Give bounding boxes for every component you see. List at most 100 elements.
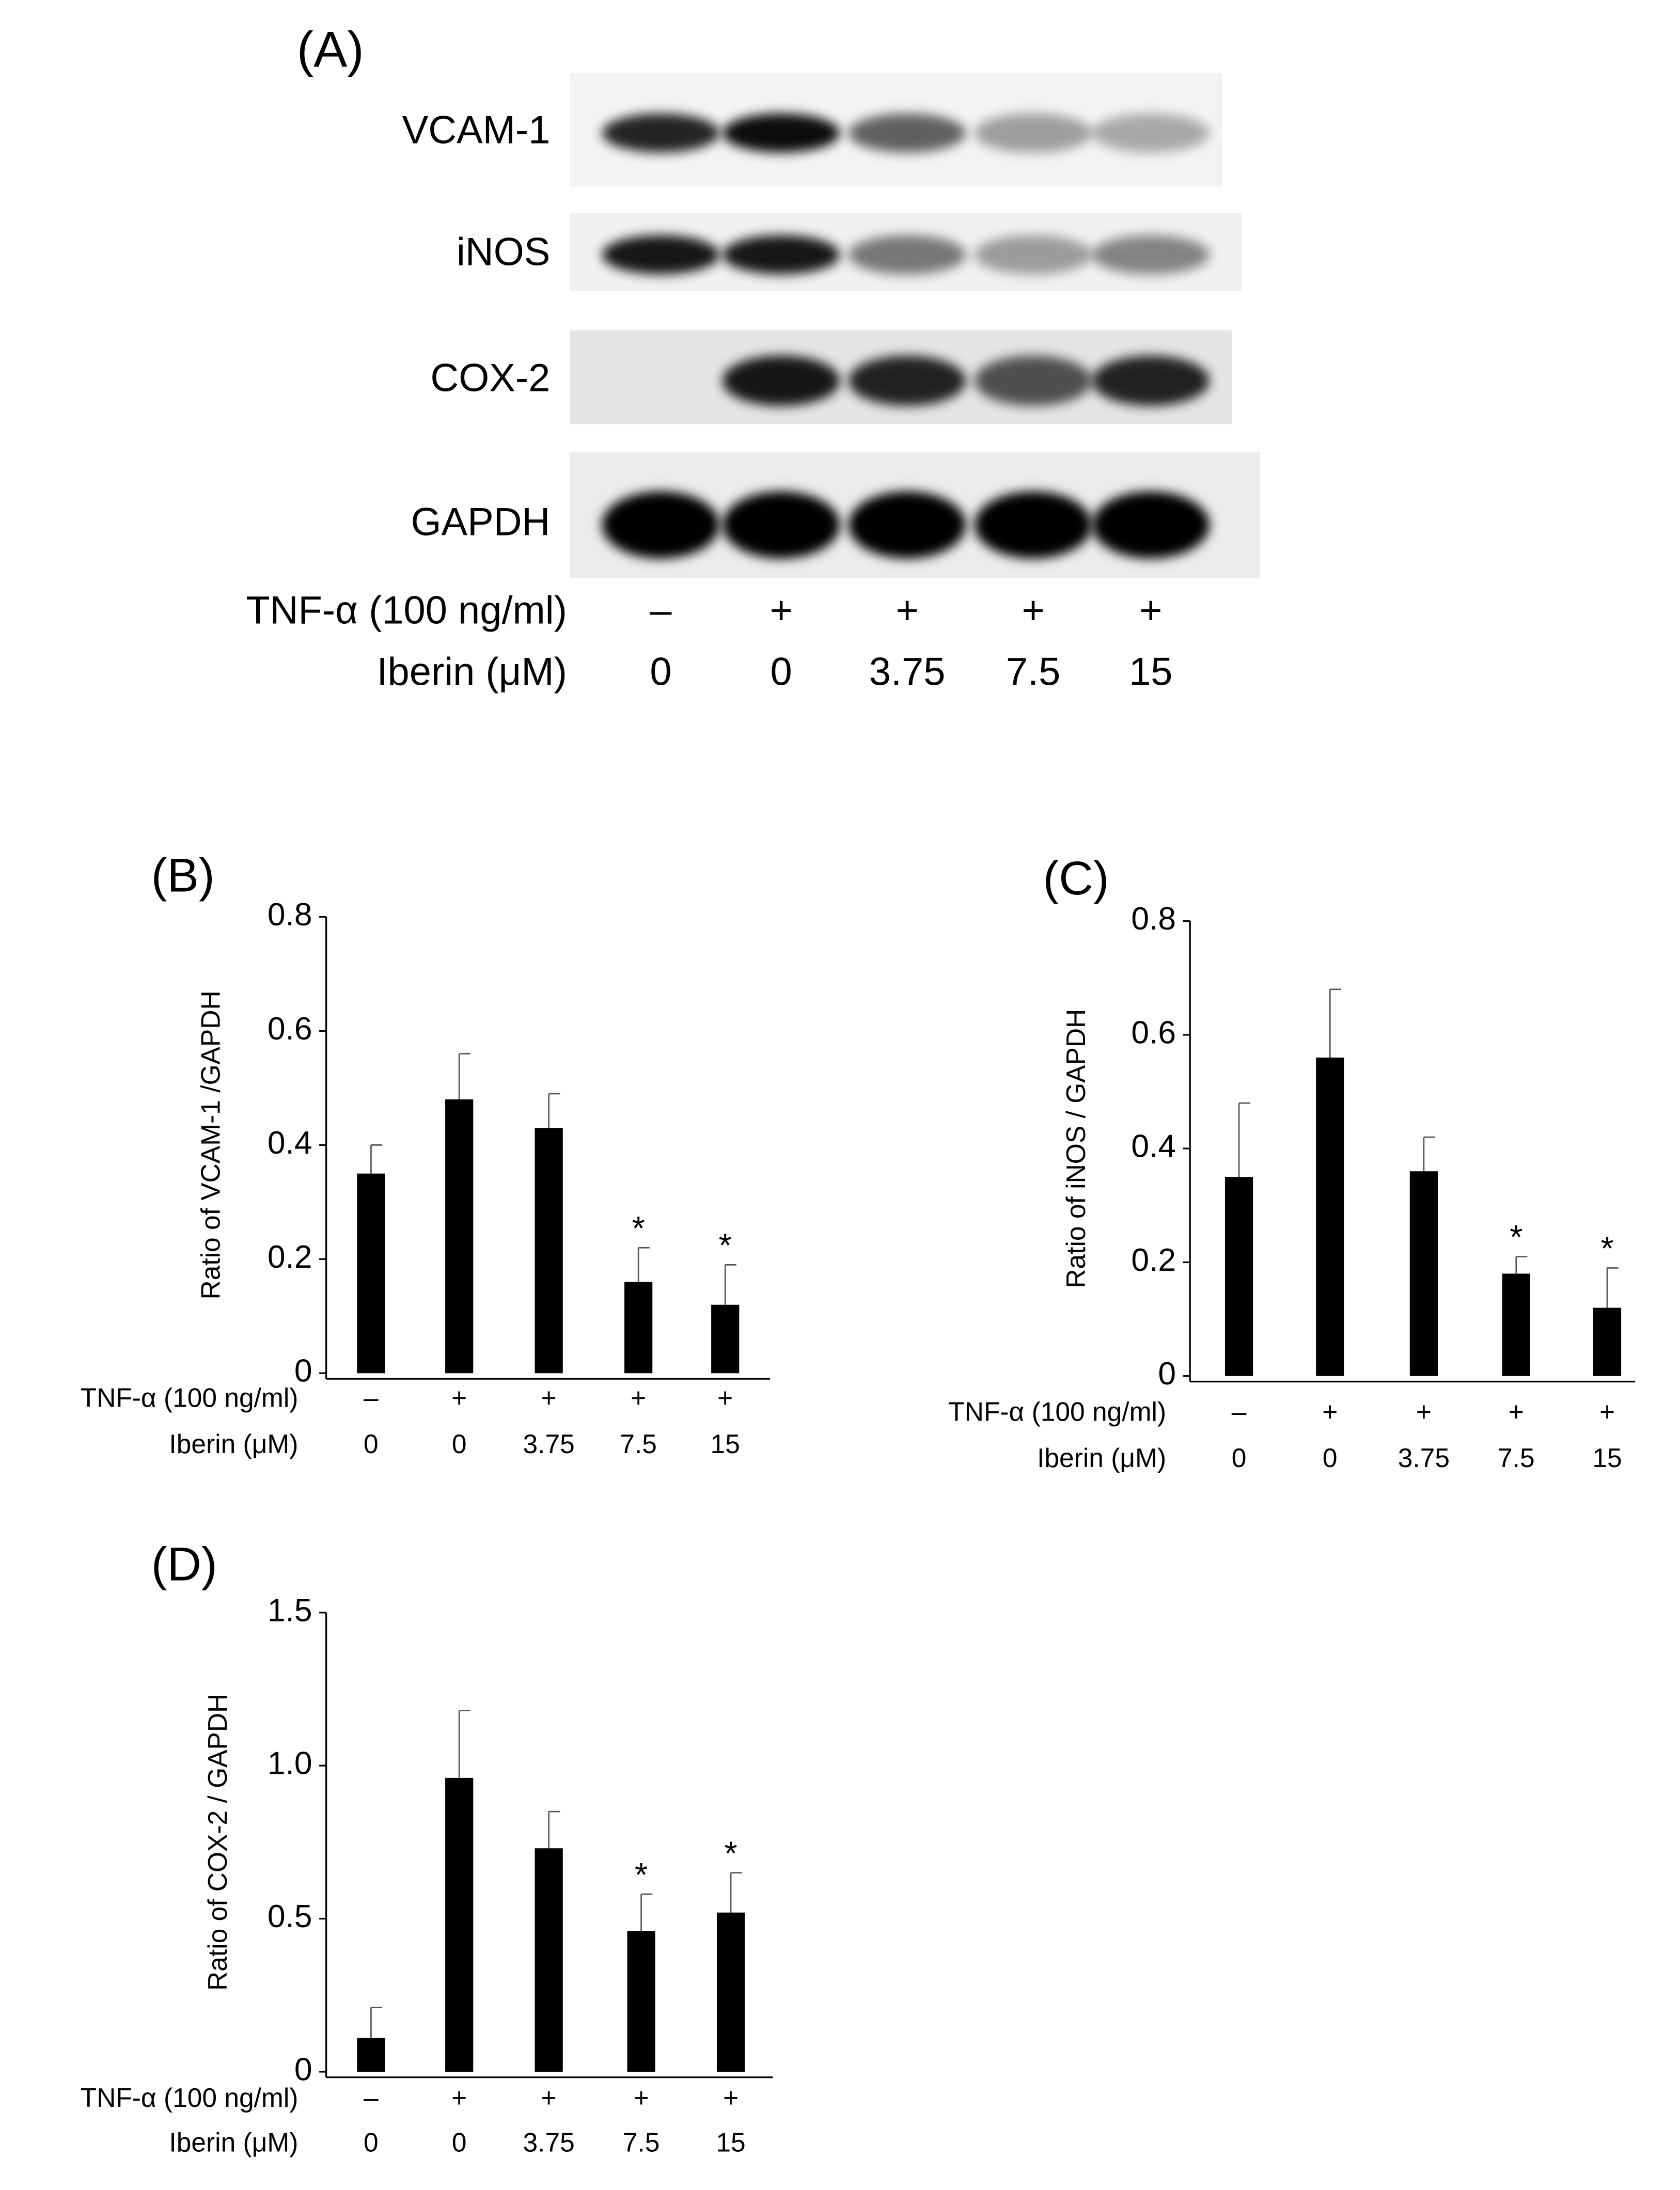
bar <box>445 1099 474 1374</box>
chart: (C) Ratio of iNOS / GAPDH 0 0.2 0.4 0.6 0.8 – 0 +… <box>948 852 1636 1473</box>
panel-label: (D) <box>151 1537 217 1590</box>
bar <box>1409 1171 1438 1376</box>
x-tick-label: 0 <box>1232 1443 1247 1473</box>
treatment-value: + <box>634 2083 649 2113</box>
bar <box>445 1777 474 2072</box>
row-value: + <box>770 588 792 632</box>
x-tick-label: 0 <box>364 1429 379 1459</box>
y-axis-label: Ratio of VCAM-1 /GAPDH <box>196 990 226 1299</box>
bar <box>357 1173 385 1374</box>
blot-band <box>722 113 840 153</box>
x-tick-label: 7.5 <box>620 1429 657 1459</box>
panel-label: (A) <box>297 21 364 77</box>
blot-band <box>602 113 720 153</box>
blot-band <box>848 491 966 559</box>
row-value: 7.5 <box>1006 650 1060 694</box>
significance-marker: * <box>724 1834 737 1872</box>
blot-band <box>974 113 1092 153</box>
y-tick-label: 0.6 <box>268 1011 312 1047</box>
treatment-label: TNF-α (100 ng/ml) <box>81 1382 299 1412</box>
y-tick-label: 1.0 <box>268 1746 312 1782</box>
blot-band <box>602 491 720 559</box>
row-value: + <box>1022 588 1044 632</box>
x-tick-label: 0 <box>1323 1443 1338 1473</box>
treatment-label: TNF-α (100 ng/ml) <box>948 1396 1166 1426</box>
treatment-value: + <box>723 2083 739 2113</box>
bar <box>1593 1307 1622 1376</box>
x-axis-label: Iberin (μM) <box>1037 1443 1166 1473</box>
x-tick-label: 7.5 <box>1498 1443 1535 1473</box>
x-tick-label: 0 <box>364 2128 379 2157</box>
row-value: 3.75 <box>869 650 946 694</box>
y-tick-label: 0.2 <box>1131 1242 1176 1278</box>
protein-label: iNOS <box>457 230 550 274</box>
significance-marker: * <box>632 1209 645 1247</box>
row-label: TNF-α (100 ng/ml) <box>246 588 567 632</box>
significance-marker: * <box>635 1856 648 1894</box>
y-tick-label: 0.8 <box>1131 901 1176 937</box>
row-value: – <box>650 588 672 632</box>
bar <box>627 1931 655 2072</box>
x-tick-label: 3.75 <box>523 2128 575 2157</box>
x-tick-label: 0 <box>452 1429 467 1459</box>
bar <box>1502 1273 1530 1376</box>
x-tick-label: 7.5 <box>623 2128 660 2157</box>
y-tick-label: 0.6 <box>1131 1015 1176 1050</box>
treatment-value: + <box>451 1382 467 1412</box>
blot-band <box>722 491 840 559</box>
bar <box>1224 1177 1253 1376</box>
row-value: 15 <box>1129 650 1172 694</box>
y-tick-label: 0.5 <box>268 1899 312 1934</box>
protein-label: VCAM-1 <box>402 108 551 152</box>
significance-marker: * <box>719 1226 732 1264</box>
bar <box>624 1282 653 1374</box>
blot-band <box>602 235 720 275</box>
x-axis-label: Iberin (μM) <box>169 2128 298 2157</box>
y-tick-label: 0.4 <box>1131 1129 1176 1164</box>
blot-band <box>1092 355 1210 406</box>
chart: (B) Ratio of VCAM-1 /GAPDH 0 0.2 0.4 0.6 0.8 – 0… <box>81 849 770 1459</box>
bar <box>535 1848 563 2072</box>
y-tick-label: 0.4 <box>268 1125 312 1161</box>
treatment-value: – <box>364 1382 379 1412</box>
x-tick-label: 0 <box>452 2128 467 2157</box>
treatment-value: + <box>1416 1396 1432 1426</box>
panel-label: (B) <box>151 849 215 902</box>
x-tick-label: 15 <box>1592 1443 1622 1473</box>
treatment-value: + <box>1599 1396 1615 1426</box>
row-value: + <box>896 588 918 632</box>
row-value: + <box>1139 588 1162 632</box>
y-tick-label: 0 <box>1158 1356 1176 1392</box>
protein-label: COX-2 <box>430 356 550 400</box>
bar <box>1316 1057 1344 1376</box>
treatment-value: + <box>1322 1396 1338 1426</box>
y-tick-label: 0 <box>294 1353 312 1389</box>
protein-label: GAPDH <box>411 500 550 544</box>
x-tick-label: 3.75 <box>1398 1443 1450 1473</box>
blot-band <box>848 235 966 275</box>
blot-band <box>722 355 840 406</box>
blot-band <box>1092 491 1210 559</box>
significance-marker: * <box>1600 1230 1613 1267</box>
bar <box>716 1912 745 2072</box>
bar <box>535 1128 563 1374</box>
significance-marker: * <box>1510 1218 1522 1256</box>
blot-band <box>974 491 1092 559</box>
treatment-label: TNF-α (100 ng/ml) <box>81 2083 299 2113</box>
treatment-value: + <box>1509 1396 1524 1426</box>
treatment-value: + <box>451 2083 467 2113</box>
blot-band <box>848 113 966 153</box>
blot-band <box>1092 235 1210 275</box>
y-axis-label: Ratio of COX-2 / GAPDH <box>202 1694 232 1991</box>
row-value: 0 <box>650 650 671 694</box>
x-tick-label: 15 <box>716 2128 745 2157</box>
row-value: 0 <box>771 650 792 694</box>
treatment-value: + <box>541 2083 557 2113</box>
treatment-value: – <box>1232 1396 1247 1426</box>
blot-band <box>722 235 840 275</box>
bar <box>357 2038 385 2072</box>
x-tick-label: 3.75 <box>523 1429 575 1459</box>
blot-band <box>974 235 1092 275</box>
